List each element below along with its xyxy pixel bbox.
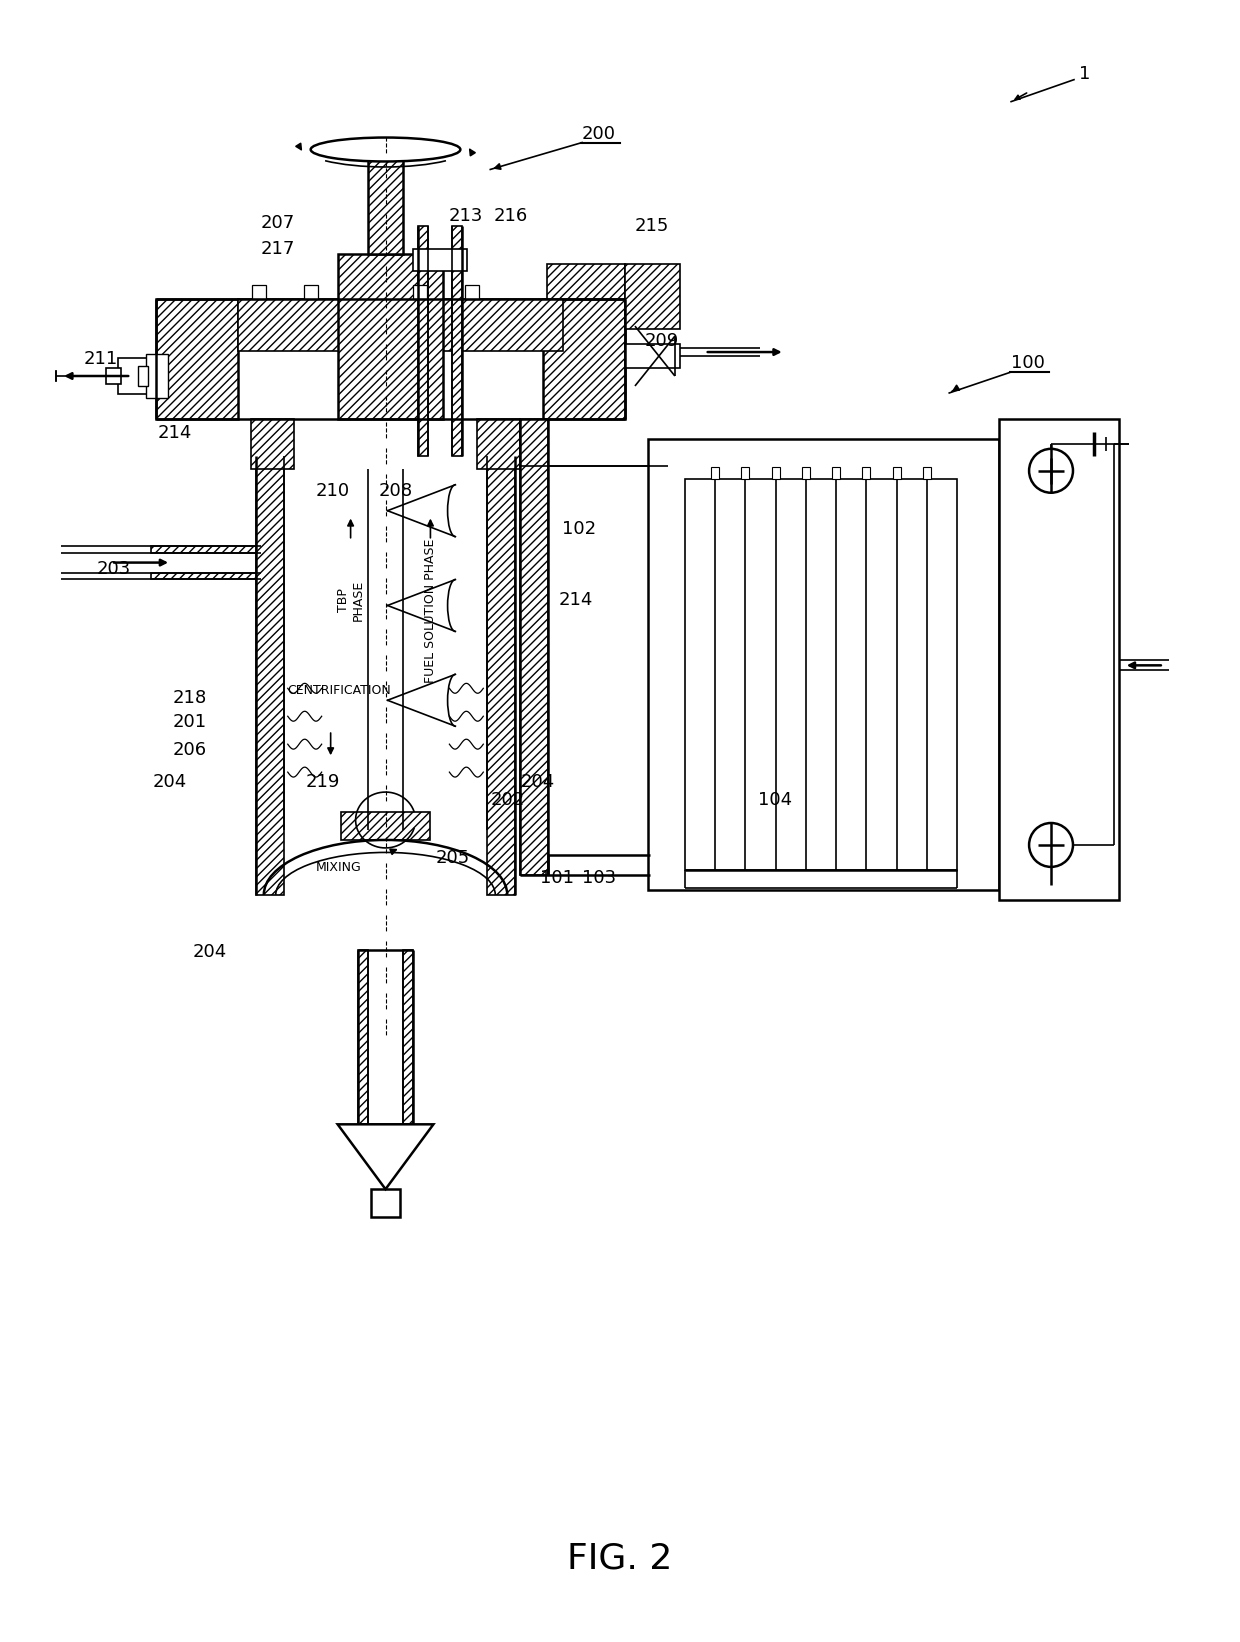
Text: 218: 218 [174,690,207,708]
Bar [252,286,265,299]
Bar [543,299,625,419]
Text: TBP
PHASE: TBP PHASE [336,580,365,621]
Text: 202: 202 [490,791,525,810]
Bar [742,466,749,479]
Text: CENTRIFICATION: CENTRIFICATION [288,683,392,696]
Text: 204: 204 [521,773,554,791]
Bar [146,355,167,397]
Polygon shape [337,1125,434,1189]
Bar [371,1189,401,1217]
Bar [250,419,294,468]
Text: 210: 210 [316,481,350,499]
Text: 1: 1 [1079,64,1090,82]
Bar [156,299,238,419]
Text: 216: 216 [494,207,527,225]
Bar [863,466,870,479]
Text: 101: 101 [541,869,574,887]
Text: 206: 206 [174,741,207,759]
Bar [367,141,403,255]
Bar [453,227,463,456]
Text: 214: 214 [157,424,192,442]
Text: FIG. 2: FIG. 2 [568,1542,672,1575]
Bar [357,949,367,1125]
Bar [413,286,428,299]
Text: 214: 214 [558,591,593,609]
Bar [415,299,563,351]
Text: 100: 100 [1011,355,1045,373]
Bar [547,264,625,299]
Bar [477,419,521,468]
Ellipse shape [311,138,460,161]
Text: 103: 103 [582,869,616,887]
Bar [771,466,780,479]
Bar [625,345,680,368]
Bar [337,255,444,419]
Text: 203: 203 [97,560,130,578]
Bar [923,466,931,479]
Text: FUEL SOLUTION PHASE: FUEL SOLUTION PHASE [424,539,436,683]
Bar [684,479,957,870]
Text: 104: 104 [758,791,792,810]
Bar [465,286,480,299]
Text: 209: 209 [645,332,680,350]
Bar [802,466,810,479]
Text: MIXING: MIXING [316,862,362,875]
Text: 208: 208 [378,481,413,499]
Bar [151,547,255,553]
Text: 201: 201 [174,713,207,731]
Bar [418,227,429,456]
Bar [151,573,255,580]
Bar [118,358,156,394]
Bar [999,419,1118,900]
Bar [521,419,548,875]
Text: 204: 204 [193,943,227,961]
Text: 102: 102 [562,519,596,537]
Bar [255,456,284,895]
Text: 215: 215 [635,217,670,235]
Bar [711,466,719,479]
Bar [487,456,516,895]
Bar [238,299,386,351]
Bar [625,264,680,328]
Text: 217: 217 [260,240,295,258]
Text: 200: 200 [582,125,616,143]
Text: 207: 207 [260,215,295,232]
Bar [832,466,841,479]
Bar [413,250,467,271]
Bar [304,286,317,299]
Bar [107,368,122,384]
Text: 211: 211 [83,350,118,368]
Bar [367,138,403,161]
Bar [341,813,430,841]
Text: 213: 213 [449,207,482,225]
Text: 204: 204 [153,773,187,791]
Bar [649,438,999,890]
Bar [138,366,148,386]
Bar [893,466,900,479]
Bar [403,949,413,1125]
Text: 205: 205 [435,849,470,867]
Text: 219: 219 [306,773,340,791]
